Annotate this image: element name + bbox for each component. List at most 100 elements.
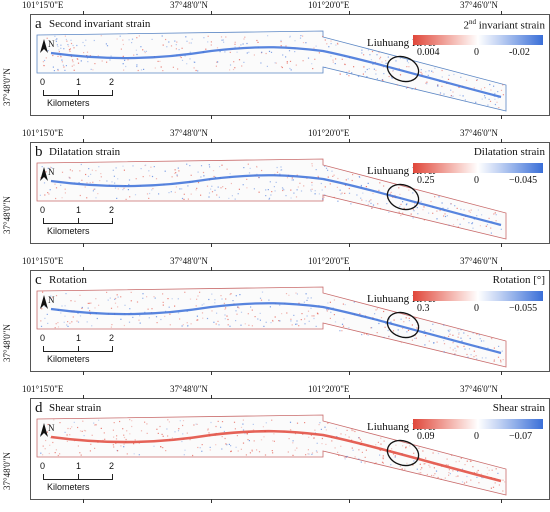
strain-speckle	[490, 487, 492, 489]
strain-speckle	[402, 445, 404, 447]
strain-speckle	[67, 427, 69, 430]
strain-speckle	[497, 91, 499, 93]
strain-speckle	[87, 307, 89, 309]
strain-speckle	[270, 322, 272, 324]
strain-speckle	[271, 191, 273, 193]
strain-speckle	[379, 182, 381, 184]
map-panel-a: 101°15'0"E 37°48'0"N 101°20'0"E 37°46'0"N a S…	[0, 0, 550, 128]
strain-speckle	[370, 327, 372, 329]
strain-speckle	[138, 454, 140, 456]
strain-speckle	[160, 446, 162, 448]
strain-speckle	[103, 432, 105, 434]
strain-speckle	[68, 177, 70, 179]
strain-speckle	[321, 189, 323, 191]
strain-speckle	[286, 61, 288, 63]
strain-speckle	[249, 452, 251, 454]
strain-speckle	[289, 429, 292, 431]
strain-speckle	[423, 463, 425, 465]
strain-speckle	[175, 48, 177, 50]
strain-speckle	[210, 41, 212, 43]
strain-speckle	[76, 44, 78, 47]
strain-speckle	[391, 77, 393, 79]
strain-speckle	[479, 225, 481, 227]
strain-speckle	[345, 456, 347, 458]
strain-speckle	[452, 91, 454, 93]
strain-speckle	[437, 84, 439, 86]
strain-speckle	[494, 92, 496, 95]
north-arrow-icon	[37, 421, 51, 445]
axis-tick	[83, 243, 84, 247]
strain-speckle	[129, 419, 131, 421]
strain-speckle	[197, 295, 199, 297]
strain-speckle	[215, 65, 217, 67]
strain-speckle	[57, 55, 59, 57]
strain-speckle	[225, 36, 227, 38]
strain-speckle	[237, 193, 239, 195]
strain-speckle	[387, 329, 389, 332]
strain-speckle	[420, 468, 422, 471]
strain-speckle	[379, 449, 381, 451]
strain-speckle	[411, 88, 413, 90]
strain-speckle	[167, 435, 169, 437]
study-area-outline	[36, 414, 507, 496]
strain-speckle	[411, 339, 413, 341]
strain-speckle	[253, 440, 255, 442]
strain-speckle	[174, 305, 176, 307]
strain-speckle	[162, 70, 164, 72]
strain-speckle	[452, 95, 454, 97]
strain-speckle	[87, 302, 89, 304]
legend-mid-label: 0	[474, 47, 479, 58]
strain-speckle	[90, 302, 92, 304]
strain-speckle	[414, 87, 417, 89]
strain-speckle	[344, 63, 346, 66]
strain-speckle	[331, 440, 333, 442]
strain-speckle	[502, 359, 504, 361]
strain-speckle	[42, 61, 44, 63]
strain-speckle	[224, 51, 226, 53]
strain-speckle	[272, 440, 274, 442]
strain-speckle	[439, 209, 441, 212]
strain-speckle	[82, 420, 84, 422]
legend-colorbar	[413, 35, 543, 45]
strain-speckle	[361, 451, 363, 453]
strain-speckle	[45, 171, 47, 173]
strain-speckle	[162, 304, 164, 306]
strain-speckle	[149, 192, 151, 195]
strain-speckle	[313, 315, 315, 317]
strain-speckle	[405, 204, 407, 206]
strain-speckle	[454, 354, 456, 356]
strain-speckle	[408, 317, 410, 319]
strain-speckle	[282, 54, 284, 56]
strain-speckle	[294, 51, 296, 53]
strain-speckle	[165, 450, 167, 452]
strain-speckle	[111, 181, 113, 183]
strain-speckle	[306, 299, 308, 301]
strain-speckle	[360, 461, 362, 463]
strain-speckle	[450, 95, 452, 97]
strain-speckle	[378, 189, 380, 191]
strain-speckle	[484, 87, 486, 89]
axis-tick	[211, 139, 212, 143]
strain-speckle	[211, 310, 213, 312]
strain-speckle	[322, 198, 324, 200]
legend-title: Rotation [°]	[492, 274, 545, 286]
strain-speckle	[86, 51, 89, 53]
strain-speckle	[463, 218, 465, 220]
strain-speckle	[318, 193, 320, 195]
strain-speckle	[320, 428, 322, 430]
strain-speckle	[288, 438, 290, 440]
strain-speckle	[315, 450, 318, 452]
strain-speckle	[232, 300, 234, 302]
strain-speckle	[324, 186, 326, 188]
strain-speckle	[216, 47, 219, 49]
strain-speckle	[177, 68, 179, 70]
strain-speckle	[411, 324, 413, 326]
strain-speckle	[377, 203, 379, 205]
strain-speckle	[116, 197, 118, 199]
strain-speckle	[247, 439, 249, 441]
coordinate-label: 37°46'0"N	[460, 0, 498, 10]
strain-speckle	[168, 41, 170, 43]
strain-speckle	[61, 171, 64, 173]
strain-speckle	[268, 198, 270, 200]
strain-speckle	[275, 181, 277, 183]
